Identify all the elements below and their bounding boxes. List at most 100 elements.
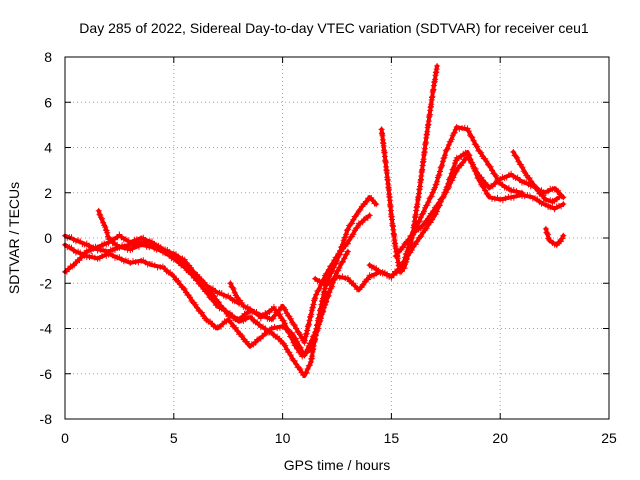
data-point [445,141,452,148]
data-point [342,251,349,258]
data-point [231,289,238,296]
data-point [270,315,277,322]
data-point [335,267,342,274]
data-point [429,189,436,196]
data-point [304,327,311,334]
data-point [522,169,528,176]
data-point [558,238,565,245]
data-point [482,187,489,194]
data-point [307,314,314,321]
data-point [119,242,126,249]
data-point [417,214,424,221]
data-point [328,262,335,269]
data-point [130,258,136,265]
data-point [135,259,142,266]
data-point [149,261,155,268]
data-point [433,181,440,188]
x-axis: 0 5 10 15 20 25 [61,57,617,446]
data-point [192,301,199,308]
data-point [427,219,434,226]
y-tick-label: -2 [40,275,53,291]
data-point [464,125,471,132]
data-point [412,241,419,248]
data-point [514,154,521,161]
data-point [469,134,476,141]
data-point [323,298,330,304]
data-point [415,219,422,226]
series-track-k [542,225,567,249]
data-point [210,292,217,299]
data-point [399,262,406,269]
data-point [276,324,283,331]
data-point [544,231,551,238]
data-point [321,300,328,307]
data-point [230,285,237,292]
data-point [369,197,376,204]
data-point [316,285,323,292]
data-point [125,237,132,244]
data-point [100,219,107,226]
data-point [286,329,293,336]
series-track-j [510,149,562,205]
series-track-g [378,124,525,276]
data-point [287,315,294,322]
y-tick-label: 2 [44,185,52,201]
data-point [404,252,411,259]
data-point [318,315,324,322]
data-point [505,184,512,191]
data-point [434,178,441,185]
data-point [181,285,188,292]
data-point [534,196,541,202]
data-point [524,192,531,198]
data-point [341,255,348,262]
data-point [417,225,424,232]
data-point [312,295,319,301]
data-point [341,234,348,241]
data-point [297,350,304,356]
data-point [403,256,410,263]
data-point [238,299,245,306]
data-point [295,364,302,371]
data-point [402,257,408,264]
data-point [313,291,320,298]
data-point [282,306,289,313]
data-point [320,304,327,311]
data-point [349,220,355,227]
x-tick-label: 15 [384,430,400,446]
data-point [419,229,426,236]
data-point [227,280,234,287]
data-point [354,211,361,218]
data-point [542,225,549,232]
data-point [423,217,430,224]
y-axis: -8 -6 -4 -2 0 2 4 6 8 [40,49,609,427]
x-tick-label: 0 [61,430,69,446]
data-point [266,309,273,316]
data-point [414,238,421,245]
data-point [228,320,235,326]
data-point [395,249,402,255]
data-point [459,159,466,166]
x-axis-label: GPS time / hours [284,457,391,473]
data-point [373,265,380,272]
data-point [480,177,487,184]
data-point [478,149,485,156]
data-point [405,236,412,243]
y-tick-label: 0 [44,230,52,246]
data-point [198,276,204,283]
data-point [539,192,546,199]
series-track-d [95,207,243,307]
data-point [471,164,478,171]
data-point [294,345,301,352]
data-point [401,265,408,272]
data-point [289,335,296,342]
data-point [303,369,310,376]
data-point [291,322,298,329]
data-point [493,172,500,179]
data-point [443,146,450,153]
chart-title: Day 285 of 2022, Sidereal Day-to-day VTE… [79,20,589,36]
series-track-e [227,280,332,360]
data-point [425,199,432,206]
data-point [365,276,372,283]
data-point [427,194,434,201]
data-point [323,294,330,300]
